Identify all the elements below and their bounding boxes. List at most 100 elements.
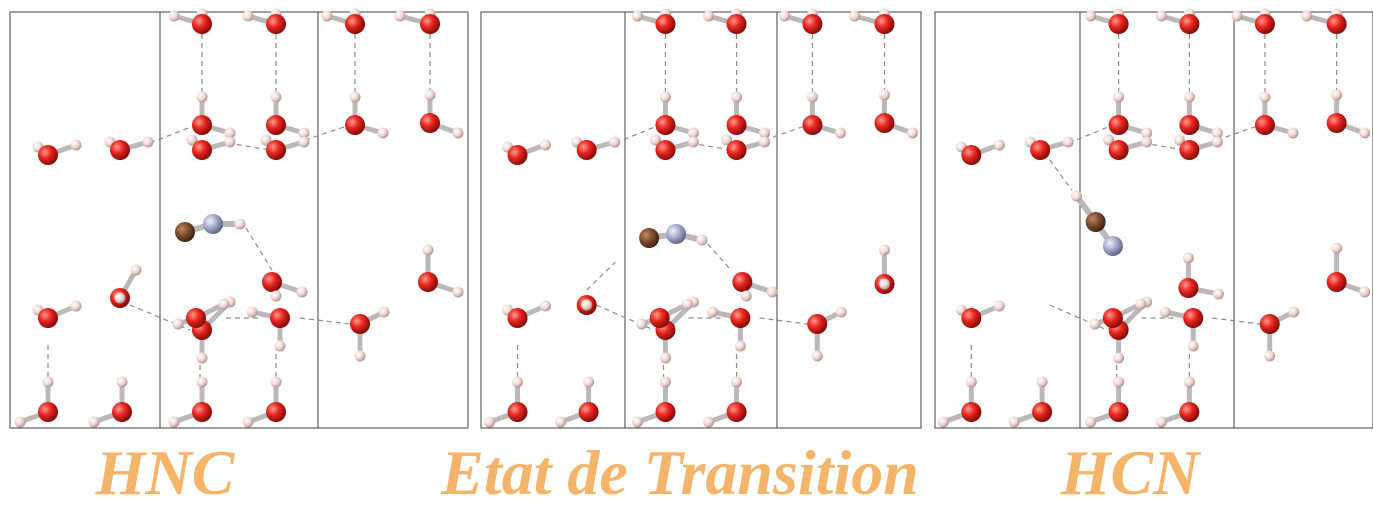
oxygen-atom (1108, 14, 1129, 34)
oxygen-atom (961, 145, 982, 165)
hydrogen-atom (114, 292, 126, 304)
hydrogen-atom (88, 416, 100, 428)
hydrogen-atom (1071, 190, 1083, 202)
hydrogen-atom (759, 136, 771, 148)
hydrogen-atom (1212, 288, 1224, 300)
panel-hcn (934, 8, 1373, 429)
hydrogen-bond (304, 124, 351, 141)
hydrogen-atom (424, 89, 436, 101)
hydrogen-atom (172, 318, 184, 330)
oxygen-atom (961, 402, 982, 422)
hydrogen-atom (260, 134, 272, 146)
oxygen-atom (266, 402, 286, 422)
hydrogen-atom (1085, 416, 1097, 428)
hydrogen-atom (906, 127, 918, 139)
oxygen-atom (420, 113, 440, 133)
oxygen-atom (345, 14, 365, 34)
hydrogen-bond (596, 304, 655, 331)
hydrogen-atom (1211, 136, 1223, 148)
carbon-atom (175, 222, 195, 242)
oxygen-atom (112, 402, 132, 422)
oxygen-atom (1178, 278, 1199, 298)
hydrogen-atom (242, 416, 254, 428)
hydrogen-atom (168, 416, 180, 428)
caption-hnc: HNC (95, 437, 235, 508)
oxygen-atom (1326, 272, 1347, 292)
hydrogen-atom (583, 376, 595, 388)
hydrogen-atom (778, 10, 790, 22)
hydrogen-atom (731, 91, 743, 103)
hydrogen-atom (70, 139, 82, 151)
hydrogen-atom (270, 91, 282, 103)
oxygen-atom (507, 308, 528, 328)
hydrogen-atom (1036, 376, 1048, 388)
hydrogen-atom (1159, 306, 1171, 318)
oxygen-atom (655, 14, 676, 34)
hydrogen-atom (1113, 91, 1125, 103)
oxygen-atom (266, 14, 286, 34)
oxygen-atom (1259, 314, 1280, 334)
hydrogen-atom (1231, 10, 1243, 22)
hydrogen-bond (1212, 317, 1261, 325)
carbon-atom (1085, 212, 1106, 232)
oxygen-atom (730, 308, 751, 328)
oxygen-atom (1179, 14, 1200, 34)
oxygen-atom (726, 402, 747, 422)
hydrogen-atom (130, 264, 142, 276)
oxygen-atom (186, 308, 206, 328)
hydrogen-atom (703, 416, 715, 428)
hydrogen-atom (349, 91, 361, 103)
oxygen-atom (874, 113, 895, 133)
oxygen-atom (1326, 113, 1347, 133)
hydrogen-atom (246, 306, 258, 318)
oxygen-atom (192, 115, 212, 135)
cell-border (9, 11, 469, 429)
hydrogen-atom (731, 376, 743, 388)
molecular-scene (9, 8, 1373, 429)
hydrogen-atom (631, 416, 643, 428)
oxygen-atom (655, 140, 676, 160)
oxygen-atom (262, 272, 282, 292)
hydrogen-atom (196, 352, 208, 364)
hydrogen-atom (377, 127, 389, 139)
hydrogen-atom (1182, 252, 1194, 264)
hydrogen-atom (378, 306, 390, 318)
hydrogen-atom (1089, 318, 1101, 330)
hydrogen-atom (1264, 350, 1276, 362)
hydrogen-atom (218, 298, 230, 310)
hydrogen-atom (1173, 134, 1185, 146)
hydrogen-atom (1287, 127, 1299, 139)
oxygen-atom (802, 115, 823, 135)
oxygen-atom (961, 308, 982, 328)
hydrogen-atom (649, 134, 661, 146)
oxygen-atom (1183, 308, 1204, 328)
caption-hcn: HCN (1060, 437, 1200, 508)
hydrogen-atom (609, 136, 621, 148)
oxygen-atom (345, 115, 365, 135)
oxygen-atom (655, 402, 676, 422)
hydrogen-atom (1141, 136, 1153, 148)
hydrogen-bond (1216, 124, 1261, 141)
hydrogen-atom (234, 218, 246, 230)
hydrogen-bond (245, 227, 273, 271)
hydrogen-atom (1301, 10, 1313, 22)
hydrogen-atom (848, 10, 860, 22)
hydrogen-atom (721, 134, 733, 146)
hydrogen-atom (298, 136, 310, 148)
hydrogen-atom (1187, 340, 1199, 352)
hydrogen-atom (1155, 416, 1167, 428)
caption-transition-state: Etat de Transition (441, 437, 919, 508)
oxygen-atom (192, 402, 212, 422)
hydrogen-atom (687, 127, 699, 139)
hydrogen-atom (484, 416, 496, 428)
hydrogen-atom (993, 139, 1005, 151)
oxygen-atom (726, 115, 747, 135)
hydrogen-atom (321, 10, 333, 22)
hydrogen-atom (1211, 127, 1223, 139)
hydrogen-atom (1008, 416, 1020, 428)
hydrogen-atom (422, 244, 434, 256)
hydrogen-atom (14, 416, 26, 428)
hydrogen-atom (298, 127, 310, 139)
hydrogen-atom (224, 136, 236, 148)
hydrogen-atom (296, 286, 308, 298)
